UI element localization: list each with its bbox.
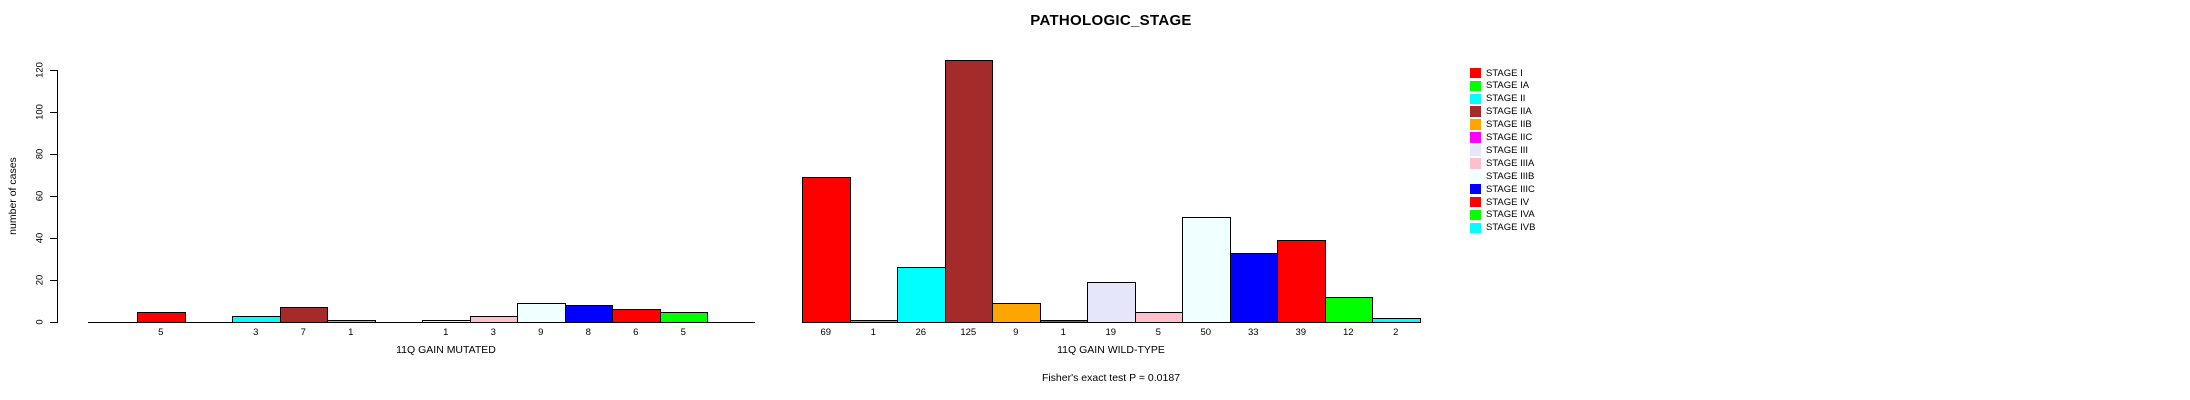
legend-swatch	[1470, 196, 1481, 208]
bar-value-label: 39	[1295, 327, 1307, 338]
legend-label: STAGE IA	[1486, 80, 1530, 92]
bar-stage-iib	[327, 319, 376, 323]
legend-label: STAGE IVB	[1486, 222, 1536, 234]
bar-stage-iiib	[1182, 217, 1231, 323]
y-tick	[50, 322, 57, 323]
y-tick-label: 60	[34, 190, 46, 202]
bar-stage-iib	[992, 303, 1041, 323]
bar-stage-iiic	[564, 305, 613, 323]
bar-stage-iiia	[1134, 311, 1183, 323]
y-tick-label: 0	[34, 319, 46, 325]
bar-value-label: 12	[1342, 327, 1354, 338]
legend-label: STAGE IIIB	[1486, 170, 1535, 182]
bar-stage-iia	[279, 307, 328, 323]
y-tick	[50, 238, 57, 239]
y-tick	[50, 280, 57, 281]
bar-value-label: 5	[158, 327, 164, 338]
legend-swatch	[1470, 119, 1481, 130]
bar-value-label: 1	[348, 327, 354, 338]
legend-label: STAGE IIIC	[1486, 183, 1535, 195]
y-axis-label: number of cases	[7, 157, 19, 235]
bar-value-label: 33	[1247, 327, 1259, 338]
bar-stage-iiib	[517, 303, 566, 323]
bar-stage-ivb	[1372, 317, 1421, 323]
bar-value-label: 19	[1105, 327, 1117, 338]
bar-value-label: 8	[585, 327, 591, 338]
bar-value-label: 1	[1060, 327, 1066, 338]
chart-title: PATHOLOGIC_STAGE	[1030, 12, 1192, 29]
x-axis-line	[88, 322, 755, 323]
bar-stage-iiia	[469, 315, 518, 323]
fisher-test-annotation: Fisher's exact test P = 0.0187	[1041, 372, 1181, 384]
y-tick-label: 20	[34, 274, 46, 286]
y-tick-label: 80	[34, 148, 46, 160]
bar-value-label: 3	[490, 327, 496, 338]
x-axis-group-label: 11Q GAIN WILD-TYPE	[1057, 344, 1165, 356]
bar-value-label: 26	[915, 327, 927, 338]
y-tick	[50, 154, 57, 155]
bar-value-label: 6	[633, 327, 639, 338]
legend-swatch	[1470, 222, 1481, 234]
bar-value-label: 1	[870, 327, 876, 338]
bar-stage-iic	[1039, 319, 1088, 323]
x-axis-group-label: 11Q GAIN MUTATED	[396, 344, 496, 356]
legend-swatch	[1470, 158, 1481, 169]
bar-stage-i	[802, 177, 851, 323]
legend-swatch	[1470, 183, 1481, 195]
bar-stage-ii	[232, 315, 281, 323]
bar-value-label: 3	[253, 327, 259, 338]
bar-stage-iv	[612, 309, 661, 323]
legend-swatch	[1470, 145, 1481, 156]
legend-label: STAGE IIA	[1486, 106, 1532, 118]
legend-label: STAGE IVA	[1486, 209, 1535, 221]
y-tick-label: 100	[34, 104, 46, 120]
bar-value-label: 50	[1200, 327, 1212, 338]
legend-label: STAGE I	[1486, 67, 1523, 79]
bar-value-label: 5	[680, 327, 686, 338]
bar-stage-iiic	[1229, 252, 1278, 323]
bar-value-label: 69	[820, 327, 832, 338]
legend-label: STAGE IIIA	[1486, 157, 1535, 169]
legend-label: STAGE IIC	[1486, 132, 1533, 143]
y-tick-label: 120	[34, 62, 46, 78]
bar-stage-iva	[659, 311, 708, 323]
bar-value-label: 1	[443, 327, 449, 338]
y-tick-label: 40	[34, 232, 46, 244]
bar-value-label: 7	[300, 327, 306, 338]
legend-swatch	[1470, 93, 1481, 105]
y-tick	[50, 112, 57, 113]
bar-stage-ia	[849, 319, 898, 323]
bar-stage-iia	[944, 59, 993, 323]
bar-value-label: 5	[1155, 327, 1161, 338]
bar-stage-iii	[422, 319, 471, 323]
y-tick	[50, 70, 57, 71]
bar-stage-ii	[897, 267, 946, 323]
legend-swatch	[1470, 209, 1481, 221]
legend-label: STAGE II	[1486, 93, 1526, 105]
legend-label: STAGE IIB	[1486, 119, 1532, 131]
bar-stage-iva	[1324, 296, 1373, 323]
legend-swatch	[1470, 170, 1481, 182]
bar-stage-iv	[1277, 240, 1326, 323]
bar-stage-i	[137, 311, 186, 323]
y-axis-line	[57, 70, 58, 323]
y-tick	[50, 196, 57, 197]
bar-value-label: 9	[538, 327, 544, 338]
bar-value-label: 2	[1393, 327, 1399, 338]
legend-swatch	[1470, 67, 1481, 79]
bar-stage-iii	[1087, 282, 1136, 323]
bar-value-label: 125	[960, 327, 977, 338]
legend-swatch	[1470, 106, 1481, 117]
legend-swatch	[1470, 132, 1481, 143]
legend-swatch	[1470, 80, 1481, 92]
legend-label: STAGE IV	[1486, 196, 1530, 208]
bar-value-label: 9	[1013, 327, 1019, 338]
legend-label: STAGE III	[1486, 144, 1529, 156]
